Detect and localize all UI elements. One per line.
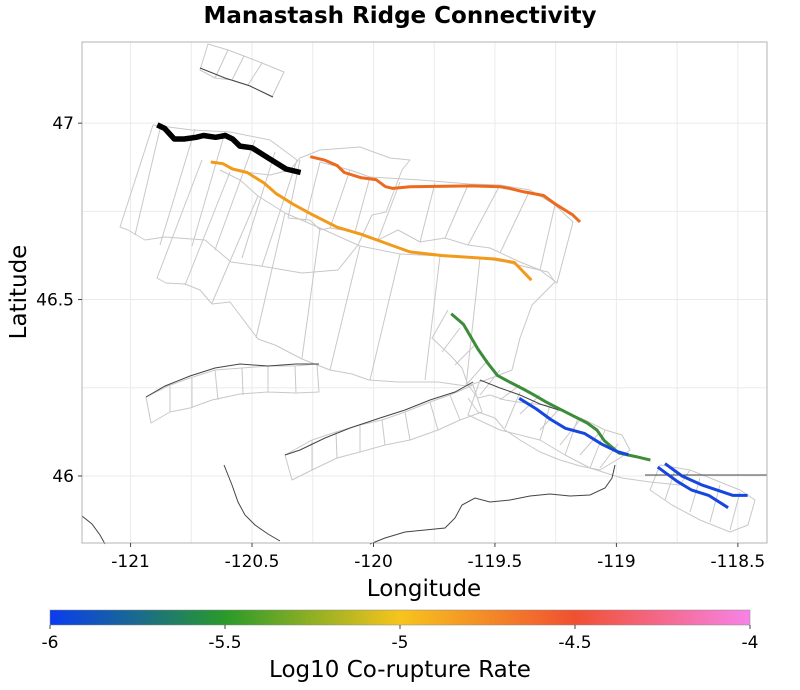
co-rupture-trace bbox=[518, 397, 629, 457]
colorbar-ticks: -6 -5.5 -5 -4.5 -4 bbox=[42, 625, 759, 653]
y-tick-label: 46 bbox=[52, 467, 74, 487]
map-title: Manastash Ridge Connectivity bbox=[203, 3, 596, 29]
x-tick-label: -118.5 bbox=[710, 552, 765, 572]
y-tick-label: 46.5 bbox=[36, 291, 74, 311]
fault-trace bbox=[369, 464, 616, 545]
x-tick-label: -120.5 bbox=[225, 552, 280, 572]
fault-outline bbox=[156, 159, 556, 387]
x-tick-label: -119.5 bbox=[468, 552, 523, 572]
x-tick-label: -120 bbox=[354, 552, 393, 572]
fault-surface-outlines bbox=[119, 43, 756, 533]
colorbar-tick-label: -4 bbox=[742, 633, 759, 653]
fault-trace bbox=[199, 67, 274, 98]
fault-trace bbox=[81, 515, 106, 545]
co-rupture-traces bbox=[210, 155, 748, 509]
co-rupture-trace bbox=[450, 312, 651, 462]
mapped-fault-traces bbox=[81, 67, 767, 545]
fault-outline bbox=[284, 384, 483, 481]
x-tick-label: -119 bbox=[597, 552, 636, 572]
colorbar-tick-label: -4.5 bbox=[558, 633, 591, 653]
y-axis-ticks: 47 46.5 46 bbox=[36, 114, 82, 487]
fault-trace bbox=[479, 379, 566, 413]
co-rupture-trace bbox=[664, 462, 748, 497]
colorbar-title: Log10 Co-rupture Rate bbox=[269, 657, 531, 683]
fault-outline bbox=[649, 464, 756, 533]
x-axis-ticks: -121 -120.5 -120 -119.5 -119 -118.5 bbox=[111, 543, 765, 572]
map-grid bbox=[82, 42, 767, 543]
y-axis-label: Latitude bbox=[6, 245, 32, 340]
colorbar bbox=[49, 609, 751, 626]
fault-outline bbox=[287, 159, 574, 284]
fault-outline bbox=[145, 363, 320, 424]
map-panel-border bbox=[81, 41, 768, 544]
source-fault bbox=[156, 122, 302, 176]
fault-trace bbox=[284, 381, 474, 456]
fault-trace bbox=[223, 464, 281, 542]
colorbar-tick-label: -5 bbox=[392, 633, 409, 653]
y-tick-label: 47 bbox=[52, 114, 74, 134]
co-rupture-trace bbox=[210, 160, 533, 282]
co-rupture-trace bbox=[309, 155, 582, 223]
fault-outline bbox=[199, 43, 285, 98]
colorbar-tick-label: -5.5 bbox=[208, 633, 241, 653]
fault-outline bbox=[119, 124, 411, 274]
x-axis-label: Longitude bbox=[367, 576, 481, 602]
fault-trace bbox=[145, 363, 319, 398]
fault-outline bbox=[467, 379, 691, 486]
x-tick-label: -121 bbox=[111, 552, 150, 572]
colorbar-tick-label: -6 bbox=[42, 633, 59, 653]
co-rupture-trace bbox=[656, 465, 729, 509]
source-fault-trace bbox=[156, 122, 302, 176]
